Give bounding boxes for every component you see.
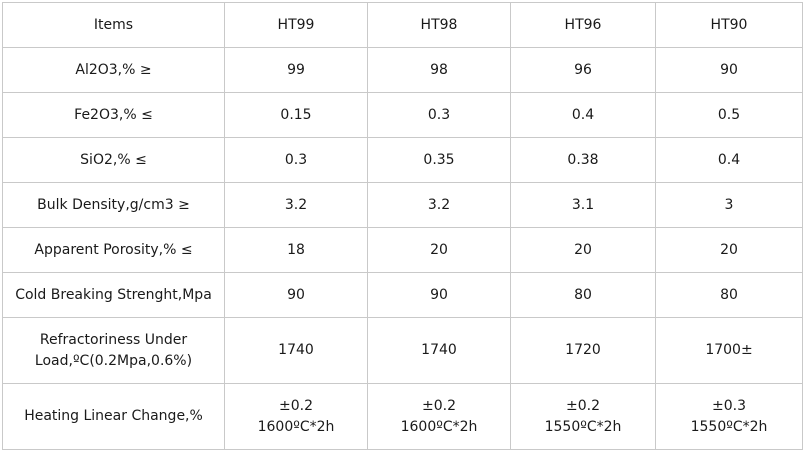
header-grade-ht99: HT99 [224,2,368,48]
table-cell: 3 [655,182,803,228]
table-row: Al2O3,% ≥ 99 98 96 90 [2,47,803,93]
cell-line: 1550ºC*2h [690,418,768,435]
table-row: Bulk Density,g/cm3 ≥ 3.2 3.2 3.1 3 [2,182,803,228]
header-grade-ht98: HT98 [367,2,511,48]
row-label: SiO2,% ≤ [2,137,225,183]
table-cell: 18 [224,227,368,273]
table-cell: ±0.3 1550ºC*2h [655,383,803,450]
table-cell: 20 [655,227,803,273]
row-label-line: Refractoriness Under [39,331,188,348]
table-row: SiO2,% ≤ 0.3 0.35 0.38 0.4 [2,137,803,183]
table-cell: 90 [224,272,368,318]
table-cell: 90 [367,272,511,318]
cell-line: 1550ºC*2h [544,418,622,435]
table-row: Cold Breaking Strenght,Mpa 90 90 80 80 [2,272,803,318]
table-cell: 3.2 [367,182,511,228]
table-cell: 20 [367,227,511,273]
table-cell: 0.5 [655,92,803,138]
table-row: Fe2O3,% ≤ 0.15 0.3 0.4 0.5 [2,92,803,138]
row-label: Heating Linear Change,% [2,383,225,450]
table-cell: 96 [510,47,656,93]
table-cell: 0.15 [224,92,368,138]
table-cell: 80 [510,272,656,318]
cell-line: ±0.2 [422,397,456,414]
cell-line: ±0.2 [566,397,600,414]
table-cell: 3.2 [224,182,368,228]
row-label: Bulk Density,g/cm3 ≥ [2,182,225,228]
cell-line: 1600ºC*2h [400,418,478,435]
row-label: Cold Breaking Strenght,Mpa [2,272,225,318]
table-cell: 0.4 [510,92,656,138]
table-cell: ±0.2 1550ºC*2h [510,383,656,450]
header-grade-ht90: HT90 [655,2,803,48]
table-cell: 0.3 [224,137,368,183]
row-label: Refractoriness Under Load,ºC(0.2Mpa,0.6%… [2,317,225,384]
header-grade-ht96: HT96 [510,2,656,48]
table-cell: 99 [224,47,368,93]
header-items: Items [2,2,225,48]
table-row: Heating Linear Change,% ±0.2 1600ºC*2h ±… [2,383,803,450]
table-cell: 0.35 [367,137,511,183]
table-cell: 20 [510,227,656,273]
header-row: Items HT99 HT98 HT96 HT90 [2,2,803,48]
table-cell: 1700± [655,317,803,384]
cell-line: 1600ºC*2h [257,418,335,435]
table-cell: 1720 [510,317,656,384]
table-cell: 1740 [224,317,368,384]
table-cell: 0.3 [367,92,511,138]
table-cell: 1740 [367,317,511,384]
spec-table: Items HT99 HT98 HT96 HT90 Al2O3,% ≥ 99 9… [2,2,803,450]
table-row: Apparent Porosity,% ≤ 18 20 20 20 [2,227,803,273]
table-cell: 98 [367,47,511,93]
table-cell: 3.1 [510,182,656,228]
table-row: Refractoriness Under Load,ºC(0.2Mpa,0.6%… [2,317,803,384]
row-label: Al2O3,% ≥ [2,47,225,93]
cell-line: ±0.2 [279,397,313,414]
cell-line: ±0.3 [712,397,746,414]
table-cell: 0.4 [655,137,803,183]
table-cell: ±0.2 1600ºC*2h [367,383,511,450]
row-label: Fe2O3,% ≤ [2,92,225,138]
row-label-line: Load,ºC(0.2Mpa,0.6%) [34,352,193,369]
table-cell: 90 [655,47,803,93]
table-cell: 80 [655,272,803,318]
table-cell: 0.38 [510,137,656,183]
row-label: Apparent Porosity,% ≤ [2,227,225,273]
table-cell: ±0.2 1600ºC*2h [224,383,368,450]
